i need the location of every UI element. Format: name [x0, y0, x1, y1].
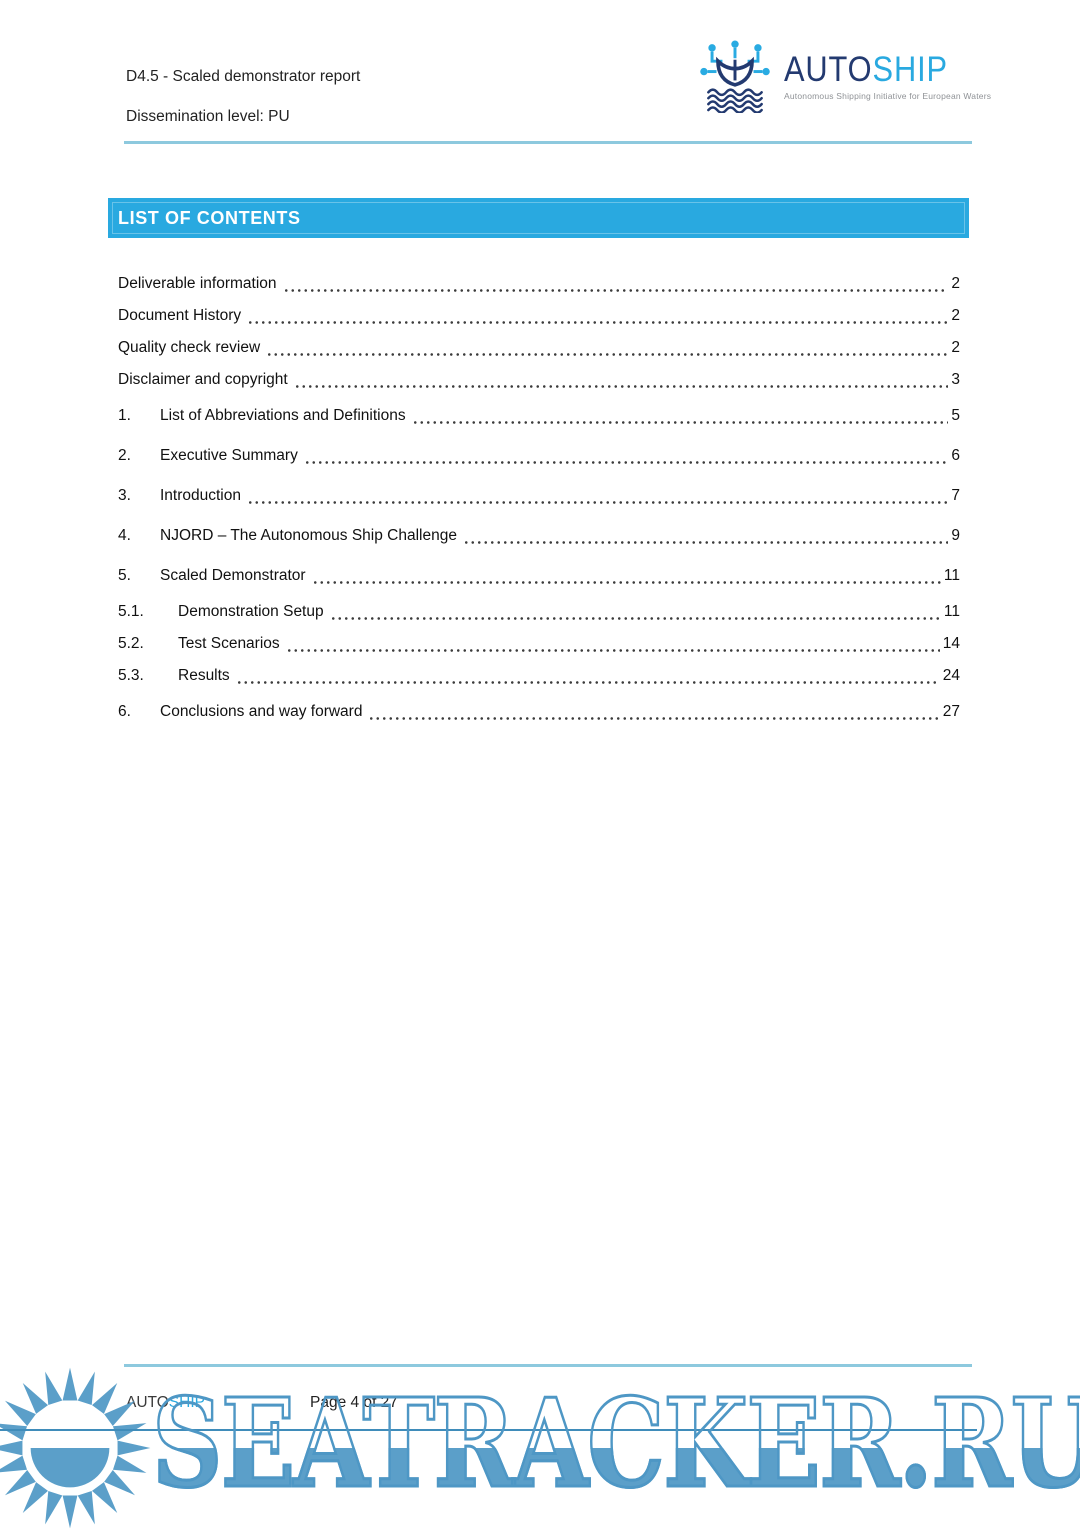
toc-entry-page: 14 [942, 635, 960, 652]
document-title: D4.5 - Scaled demonstrator report [126, 68, 361, 85]
toc-entry-page: 2 [951, 339, 960, 356]
toc-entry-label: Executive Summary [160, 447, 298, 464]
toc-entry[interactable]: 3. Introduction 7 [118, 476, 960, 516]
toc-entry-number: 6. [118, 703, 131, 720]
toc-entry[interactable]: 6. Conclusions and way forward 27 [118, 692, 960, 732]
toc-entry-label: Conclusions and way forward [160, 703, 363, 720]
toc-entry-label: Test Scenarios [178, 635, 280, 652]
sun-icon [0, 1367, 151, 1529]
toc-entry-page: 3 [951, 371, 960, 388]
toc-entry[interactable]: 4. NJORD – The Autonomous Ship Challenge… [118, 516, 960, 556]
toc-entry-page: 27 [942, 703, 960, 720]
toc-entry[interactable]: Disclaimer and copyright 3 [118, 364, 960, 396]
toc-entry-number: 4. [118, 527, 131, 544]
toc-leader-dots [247, 492, 949, 506]
toc-entry-number: 2. [118, 447, 131, 464]
section-banner: LIST OF CONTENTS [108, 198, 969, 238]
footer-page-number: Page 4 of 27 [310, 1394, 398, 1412]
toc-leader-dots [293, 376, 949, 390]
dissemination-level: Dissemination level: PU [126, 108, 290, 125]
toc-entry-page: 11 [943, 603, 960, 620]
toc-entry[interactable]: 5.1. Demonstration Setup 11 [118, 596, 960, 628]
toc-entry-page: 6 [951, 447, 960, 464]
toc-leader-dots [285, 640, 940, 654]
toc-entry-label: List of Abbreviations and Definitions [160, 407, 406, 424]
toc-leader-dots [462, 532, 949, 546]
toc-entry-page: 5 [951, 407, 960, 424]
toc-entry[interactable]: 5.3. Results 24 [118, 660, 960, 692]
toc-entry-page: 9 [951, 527, 960, 544]
header-divider [124, 141, 972, 144]
toc-entry-label: NJORD – The Autonomous Ship Challenge [160, 527, 457, 544]
toc-leader-dots [247, 312, 949, 326]
toc-entry[interactable]: Deliverable information 2 [118, 268, 960, 300]
toc-entry-number: 5. [118, 567, 131, 584]
toc-entry-label: Results [178, 667, 230, 684]
toc-entry-page: 2 [951, 275, 960, 292]
logo-text: AUTOSHIP Autonomous Shipping Initiative … [784, 52, 991, 101]
toc-leader-dots [311, 572, 941, 586]
toc-entry[interactable]: Document History 2 [118, 300, 960, 332]
toc-entry-label: Introduction [160, 487, 241, 504]
toc-entry-number: 5.1. [118, 603, 144, 620]
toc-entry-label: Disclaimer and copyright [118, 371, 288, 388]
toc-entry-label: Demonstration Setup [178, 603, 324, 620]
toc-leader-dots [282, 280, 949, 294]
toc-entry-number: 3. [118, 487, 131, 504]
toc-entry-page: 24 [942, 667, 960, 684]
toc-entry-label: Document History [118, 307, 242, 324]
toc-entry-number: 1. [118, 407, 131, 424]
toc-leader-dots [368, 708, 940, 722]
toc-entry-page: 7 [951, 487, 960, 504]
toc-entry-number: 5.2. [118, 635, 144, 652]
toc-entry[interactable]: Quality check review 2 [118, 332, 960, 364]
toc-entry-label: Quality check review [118, 339, 261, 356]
toc-leader-dots [329, 608, 941, 622]
toc-entry-label: Scaled Demonstrator [160, 567, 306, 584]
toc-entry-label: Deliverable information [118, 275, 277, 292]
toc-leader-dots [411, 412, 949, 426]
toc-list: Deliverable information 2 Document Histo… [118, 268, 960, 732]
ship-icon [700, 40, 770, 113]
toc-entry-page: 11 [943, 567, 960, 584]
section-banner-label: LIST OF CONTENTS [118, 207, 301, 228]
autoship-logo: AUTOSHIP Autonomous Shipping Initiative … [698, 38, 991, 114]
toc-leader-dots [235, 672, 940, 686]
toc-entry[interactable]: 2. Executive Summary 6 [118, 436, 960, 476]
toc-entry-page: 2 [951, 307, 960, 324]
logo-wordmark: AUTOSHIP [784, 49, 948, 89]
toc-entry[interactable]: 1. List of Abbreviations and Definitions… [118, 396, 960, 436]
logo-tagline: Autonomous Shipping Initiative for Europ… [784, 90, 992, 101]
toc-leader-dots [303, 452, 949, 466]
toc-entry[interactable]: 5.2. Test Scenarios 14 [118, 628, 960, 660]
toc-entry-number: 5.3. [118, 667, 144, 684]
footer-divider [124, 1364, 972, 1367]
watermark-text: SEATRACKER.RU [151, 1381, 1080, 1506]
toc-entry[interactable]: 5. Scaled Demonstrator 11 [118, 556, 960, 596]
footer-brand: AUTOSHIP [126, 1394, 205, 1411]
toc-leader-dots [266, 344, 949, 358]
watermark-line [0, 1429, 977, 1431]
